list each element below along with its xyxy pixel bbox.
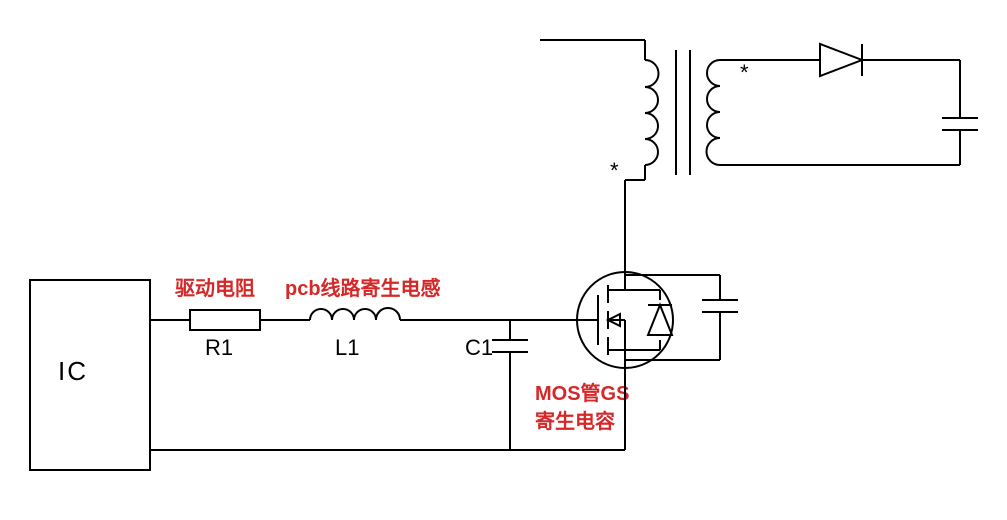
xfmr-secondary: [707, 60, 721, 165]
c1-ref: C1: [465, 335, 493, 360]
r1-top-label: 驱动电阻: [175, 277, 255, 300]
diode-out: [820, 44, 862, 76]
r1-ref: R1: [205, 335, 233, 360]
c1-desc2: 寄生电容: [535, 409, 615, 433]
l1-ref: L1: [335, 335, 359, 360]
mosfet: [577, 272, 673, 368]
resistor-r1: [190, 310, 260, 330]
ic-block: [30, 280, 150, 470]
xfmr-primary: [645, 60, 659, 165]
inductor-l1: [310, 308, 400, 320]
l1-top-label: pcb线路寄生电感: [285, 276, 441, 300]
ic-label: IC: [58, 356, 88, 386]
dot-secondary: *: [740, 60, 749, 85]
dot-primary: *: [610, 158, 619, 183]
c1-desc1: MOS管GS: [535, 381, 629, 405]
